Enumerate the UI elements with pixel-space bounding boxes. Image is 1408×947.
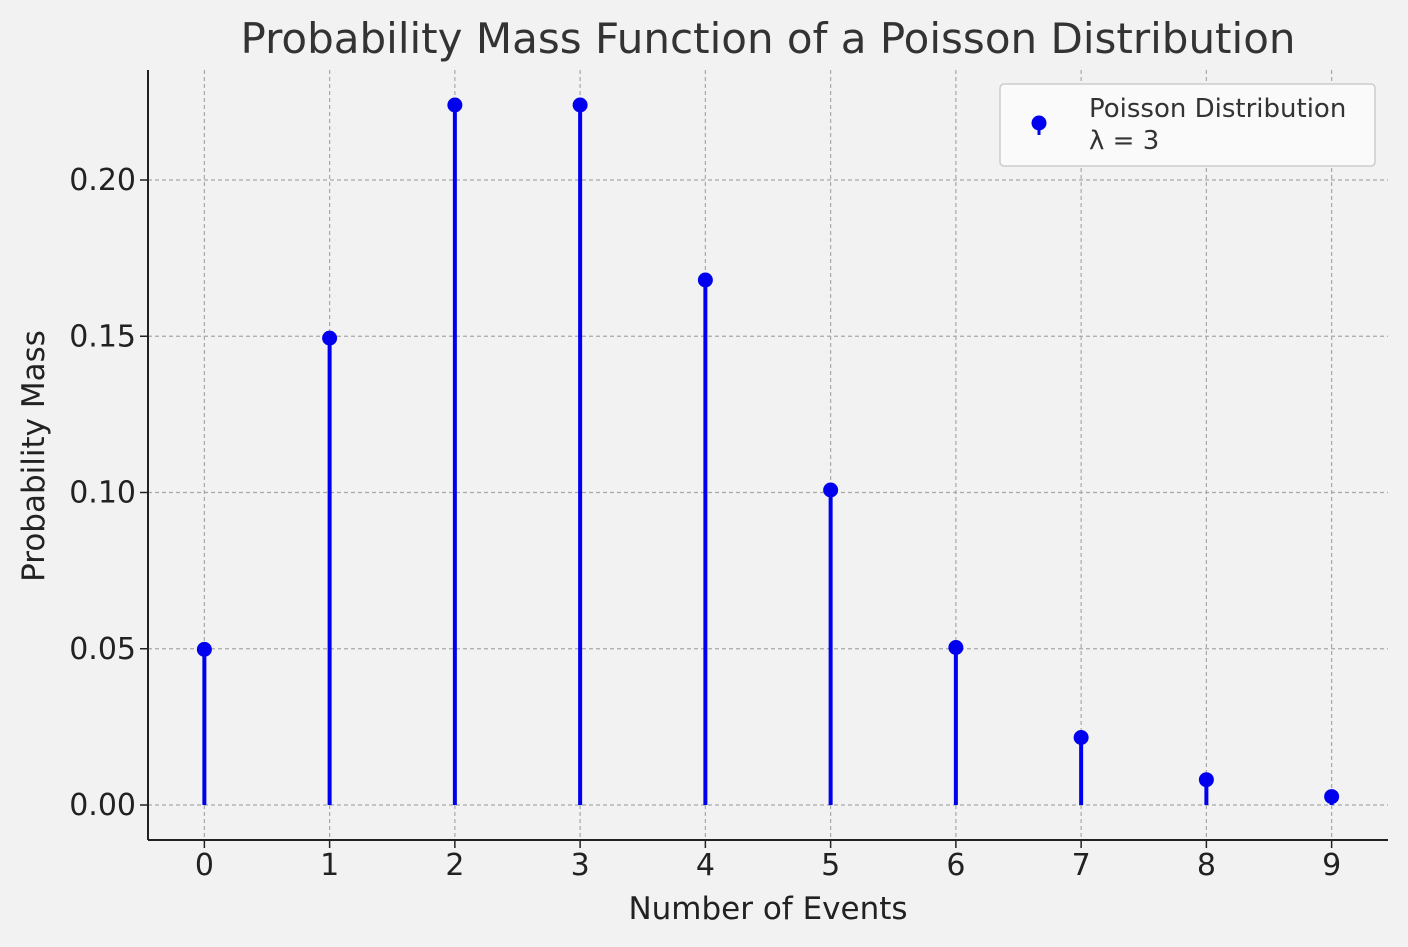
x-tick-label: 0 <box>195 848 214 883</box>
y-tick-label: 0.05 <box>69 632 136 667</box>
y-axis-label: Probability Mass <box>16 330 52 582</box>
stem-marker <box>1073 730 1089 745</box>
stem-marker <box>1324 789 1340 805</box>
x-axis-label: Number of Events <box>628 891 907 927</box>
x-tick-label: 4 <box>696 848 715 883</box>
x-tick-label: 9 <box>1322 848 1341 883</box>
legend-marker-dot <box>1031 115 1047 131</box>
stem-marker <box>572 97 588 113</box>
legend: Poisson Distribution λ = 3 <box>999 83 1376 167</box>
x-tick-label: 3 <box>571 848 590 883</box>
y-tick-label: 0.00 <box>69 788 136 823</box>
y-tick-label: 0.10 <box>69 476 136 511</box>
grid-lines <box>148 70 1388 840</box>
x-tick-label: 6 <box>946 848 965 883</box>
legend-series-name: Poisson Distribution <box>1089 94 1346 124</box>
x-tick-label: 5 <box>821 848 840 883</box>
stem-marker <box>322 330 338 346</box>
stem-marker <box>196 641 212 657</box>
stem-marker <box>823 482 839 498</box>
x-tick-label: 8 <box>1197 848 1216 883</box>
stem-marker <box>948 640 964 655</box>
stem-marker <box>447 97 463 113</box>
legend-box <box>999 83 1376 167</box>
stem-marker <box>1198 772 1214 788</box>
y-ticks: 0.00 0.05 0.10 0.15 0.20 <box>69 163 148 823</box>
y-tick-label: 0.20 <box>69 163 136 198</box>
x-tick-label: 1 <box>320 848 339 883</box>
stem-series <box>196 97 1340 805</box>
x-tick-label: 2 <box>445 848 464 883</box>
x-tick-label: 7 <box>1072 848 1091 883</box>
y-tick-label: 0.15 <box>69 319 136 354</box>
x-ticks: 0 1 2 3 4 5 6 7 8 9 <box>195 840 1341 883</box>
stem-marker <box>697 272 713 288</box>
chart-title: Probability Mass Function of a Poisson D… <box>240 14 1295 63</box>
legend-series-lambda: λ = 3 <box>1089 126 1159 156</box>
